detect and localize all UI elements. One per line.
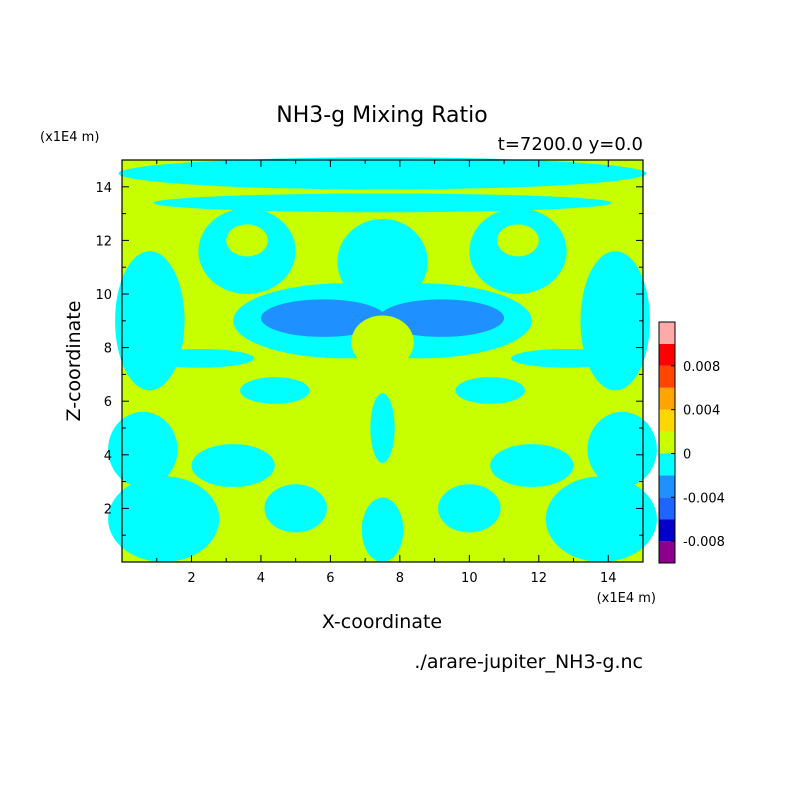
field-region-negative (108, 411, 178, 487)
x-tick-label: 4 (257, 571, 265, 586)
colorbar-segment (659, 322, 675, 344)
colorbar-segment (659, 387, 675, 410)
x-tick-label: 12 (531, 571, 548, 586)
field-region-negative-mid (260, 299, 386, 337)
colorbar-tick-label: -0.008 (683, 535, 725, 550)
x-axis-label: X-coordinate (322, 611, 442, 633)
x-tick-label: 2 (187, 571, 195, 586)
source-file-label: ./arare-jupiter_NH3-g.nc (414, 651, 643, 673)
field-region-negative (490, 444, 574, 487)
colorbar-frame (658, 321, 676, 564)
field-region-negative (153, 193, 612, 213)
field-region-negative (455, 377, 525, 404)
field-region-negative (108, 476, 220, 562)
y-tick-label: 14 (95, 181, 112, 196)
x-axis-ticks: 2 4 6 8 10 12 14 (156, 160, 617, 586)
colorbar-tick-label: -0.004 (683, 491, 725, 506)
field-region-negative (438, 484, 501, 533)
x-tick-label: 6 (326, 571, 334, 586)
colorbar-segment (659, 453, 675, 476)
field-region-negative-mid (379, 299, 505, 337)
colorbar-segment (659, 431, 675, 454)
y-tick-label: 4 (104, 449, 112, 464)
colorbar-segment (659, 497, 675, 520)
field-region-negative (191, 444, 275, 487)
y-tick-label: 6 (104, 395, 112, 410)
colorbar (658, 321, 676, 564)
field-region-negative (337, 218, 428, 305)
field-region-negative (361, 497, 404, 562)
colorbar-segment (659, 475, 675, 498)
colorbar-segment (659, 541, 675, 563)
colorbar-segment (659, 343, 675, 366)
y-axis-label: Z-coordinate (63, 301, 85, 422)
y-tick-label: 10 (95, 288, 112, 303)
x-tick-label: 8 (396, 571, 404, 586)
field-region-positive (226, 224, 268, 257)
chart-title: NH3-g Mixing Ratio (276, 103, 488, 128)
field-region-negative (240, 377, 310, 404)
x-unit-label: (x1E4 m) (597, 591, 656, 606)
y-tick-label: 12 (95, 234, 112, 249)
field-region-negative (370, 393, 395, 463)
y-axis-ticks: 2 4 6 8 10 12 14 (95, 181, 643, 536)
field-region-negative (264, 484, 327, 533)
x-tick-label: 14 (600, 571, 617, 586)
plot-frame (121, 159, 644, 563)
colorbar-segment (659, 519, 675, 542)
y-tick-label: 8 (104, 342, 112, 357)
field-region-negative (587, 411, 657, 487)
colorbar-segment (659, 409, 675, 432)
field-region-negative (511, 348, 623, 368)
field-region-negative (118, 157, 647, 190)
field-region-negative (142, 348, 254, 368)
y-tick-label: 2 (104, 502, 112, 517)
field-region-positive (497, 224, 539, 257)
plot-area (108, 157, 657, 563)
field-region-positive (351, 315, 414, 370)
colorbar-segment (659, 365, 675, 388)
x-tick-label: 10 (461, 571, 478, 586)
field-shapes (108, 157, 657, 562)
colorbar-tick-label: 0.004 (683, 404, 720, 419)
colorbar-tick-label: 0 (683, 447, 691, 462)
colorbar-tick-label: 0.008 (683, 360, 720, 375)
field-region-negative (545, 476, 657, 562)
y-unit-label: (x1E4 m) (40, 130, 99, 145)
colorbar-labels: 0.008 0.004 0 -0.004 -0.008 (671, 360, 725, 550)
chart-subtitle: t=7200.0 y=0.0 (498, 134, 643, 155)
